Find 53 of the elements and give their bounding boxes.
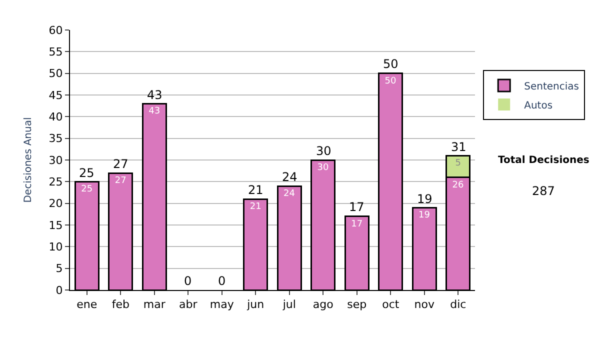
- x-tick-label: jul: [282, 298, 296, 312]
- y-tick-label: 5: [56, 262, 63, 276]
- y-tick-label: 10: [48, 240, 63, 254]
- total-label: 27: [113, 157, 128, 171]
- total-label: 0: [184, 274, 192, 288]
- data-label: 17: [351, 219, 363, 230]
- total-label: 43: [147, 88, 162, 102]
- x-tick-label: ago: [312, 298, 334, 312]
- data-label: 30: [317, 163, 329, 173]
- data-label: 43: [148, 106, 160, 117]
- total-label: 25: [79, 166, 94, 180]
- total-label: 24: [282, 170, 298, 184]
- x-tick-label: abr: [179, 298, 198, 312]
- total-label: 30: [316, 144, 332, 158]
- total-label: 0: [218, 274, 226, 288]
- data-label: 24: [284, 189, 296, 199]
- y-tick-label: 30: [48, 154, 63, 167]
- x-tick-label: feb: [112, 298, 130, 312]
- y-tick-label: 35: [48, 132, 63, 146]
- y-tick-label: 40: [48, 110, 63, 124]
- x-tick-label: jun: [246, 298, 264, 312]
- y-tick-label: 0: [56, 284, 63, 297]
- x-tick-label: dic: [450, 298, 466, 312]
- total-label: 17: [349, 200, 364, 214]
- y-tick-label: 25: [48, 176, 63, 189]
- total-label: 50: [383, 57, 398, 71]
- x-tick-label: oct: [382, 298, 400, 312]
- legend-label: Sentencias: [524, 81, 579, 92]
- data-label: 26: [452, 180, 464, 190]
- y-axis-title: Decisiones Anual: [22, 117, 34, 203]
- total-label: 21: [248, 183, 264, 197]
- text: Total Decisiones: [498, 155, 590, 166]
- x-tick-label: nov: [414, 298, 435, 312]
- data-label: 5: [455, 158, 461, 169]
- x-tick-label: sep: [347, 298, 367, 312]
- data-label: 50: [384, 76, 396, 86]
- total-label: 31: [451, 140, 466, 154]
- data-label: 21: [250, 202, 262, 212]
- data-label: 27: [114, 176, 126, 186]
- y-tick-label: 50: [48, 67, 63, 80]
- x-tick-label: mar: [143, 298, 166, 312]
- y-tick-label: 15: [48, 218, 63, 232]
- x-tick-label: may: [210, 298, 234, 312]
- x-tick-label: ene: [76, 298, 98, 312]
- y-tick-label: 55: [48, 46, 63, 59]
- legend-label: Autos: [524, 100, 553, 112]
- y-tick-label: 20: [48, 197, 63, 210]
- text: 287: [532, 184, 555, 198]
- y-tick-label: 45: [48, 88, 63, 102]
- data-label: 19: [418, 210, 430, 221]
- data-label: 25: [81, 184, 93, 195]
- total-label: 19: [417, 192, 432, 206]
- y-tick-label: 60: [48, 24, 63, 37]
